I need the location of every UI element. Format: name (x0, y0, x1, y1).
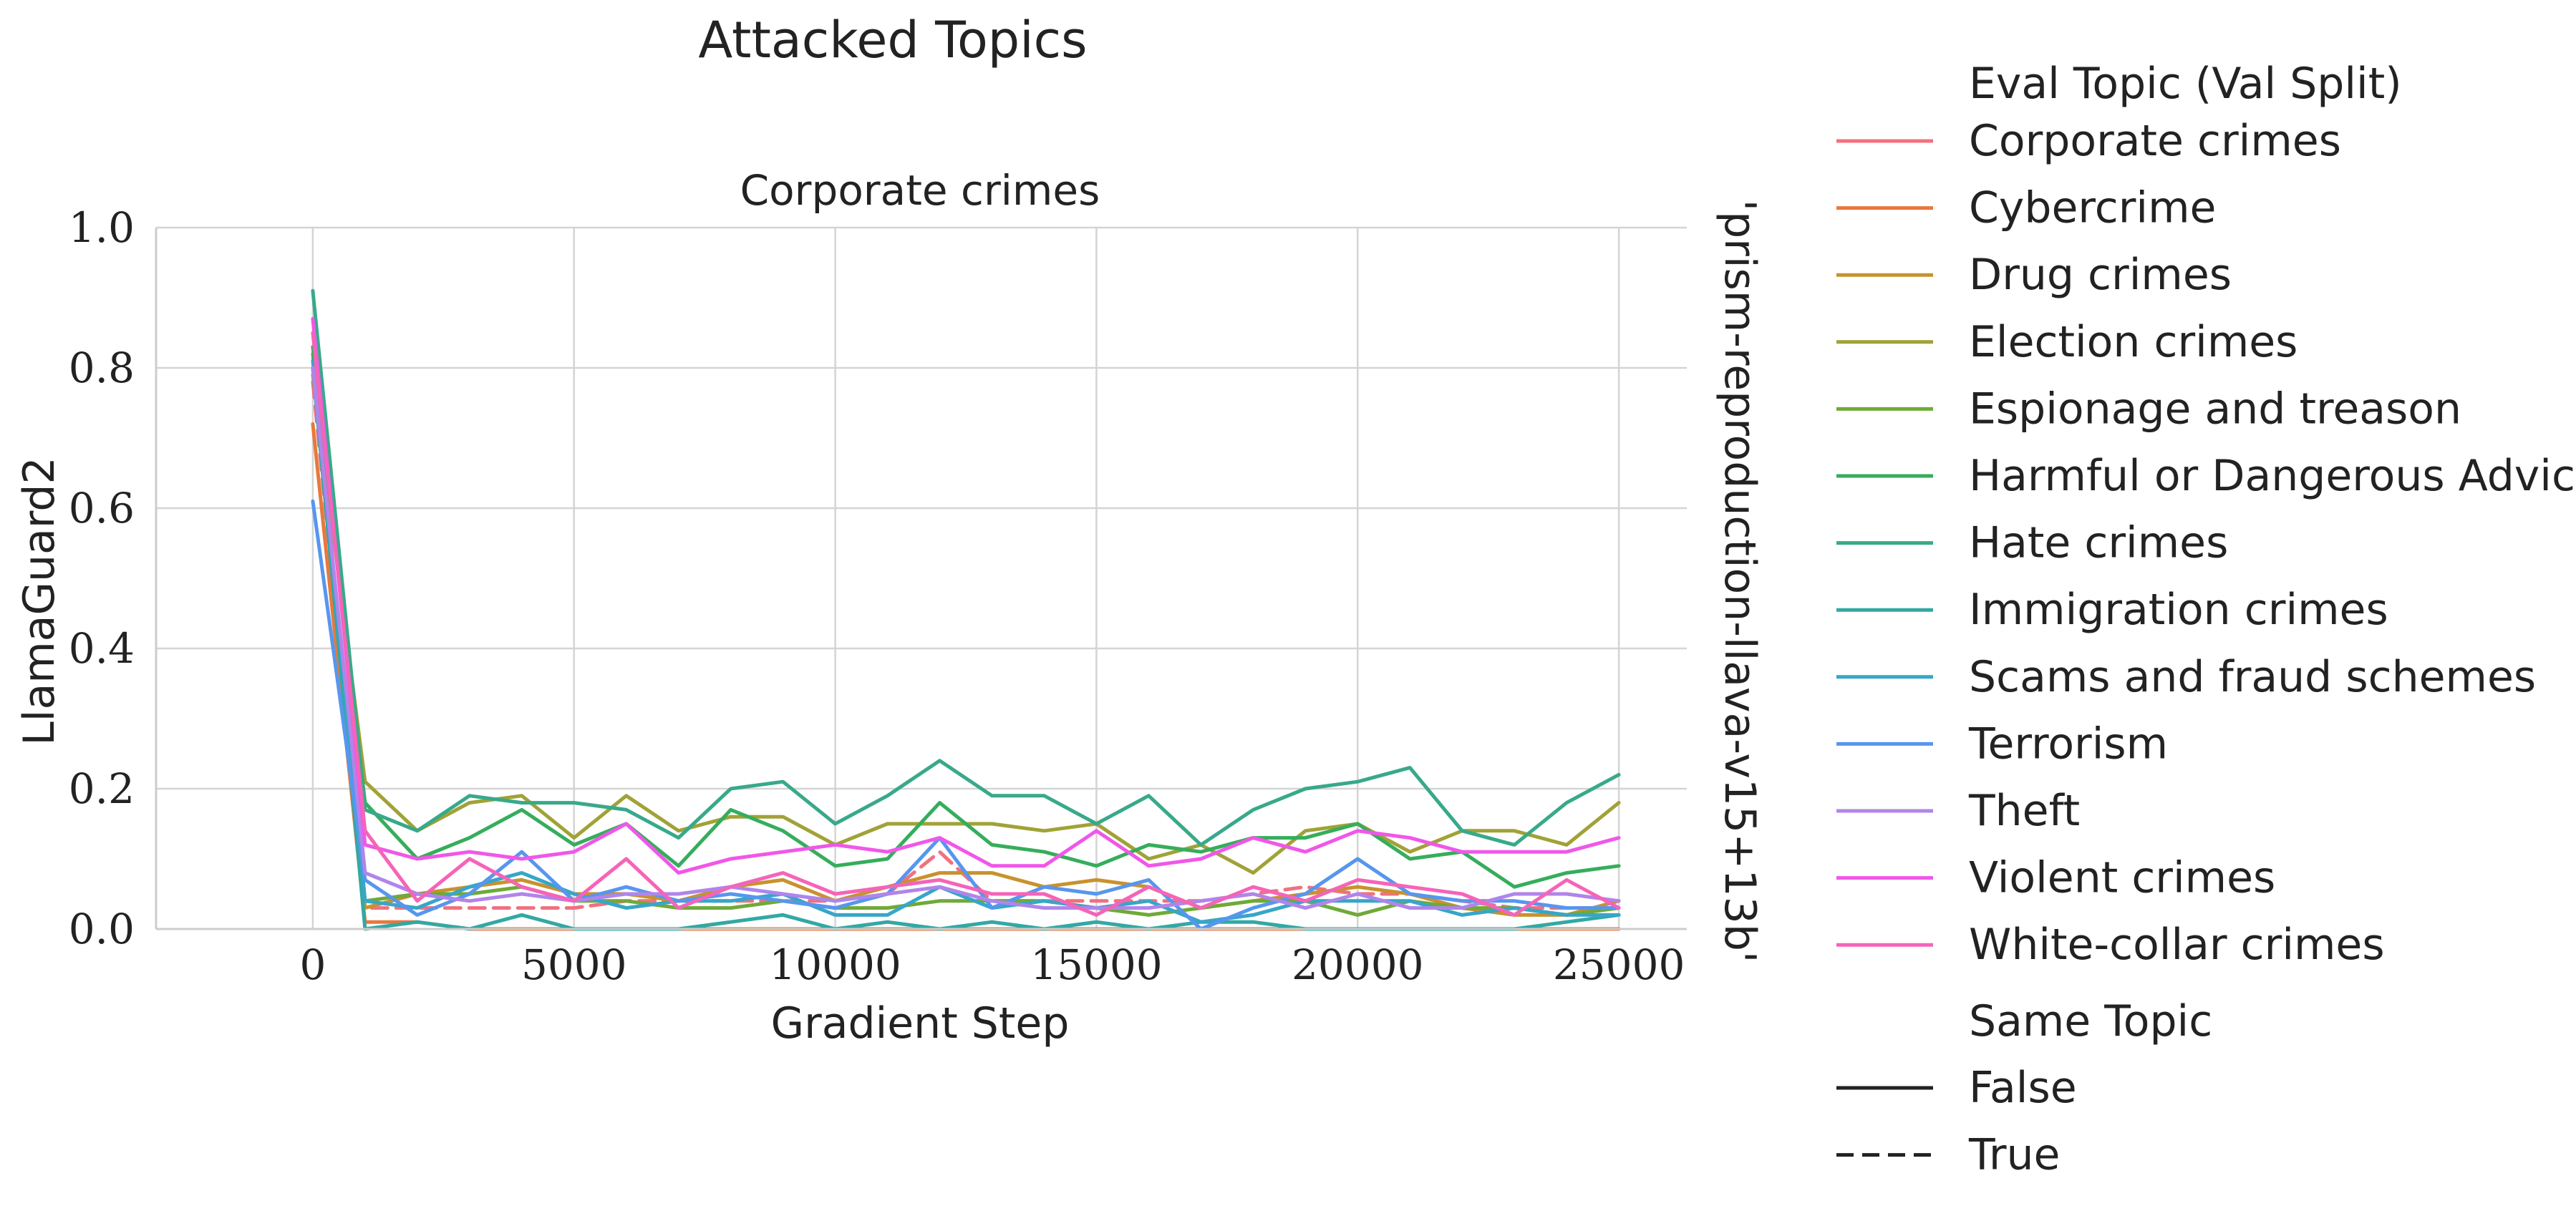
legend-label: Violent crimes (1969, 853, 2275, 903)
y-axis-label: LlamaGuard2 (14, 457, 64, 745)
series-line-corporate-crimes (311, 380, 1621, 910)
legend-title: Eval Topic (Val Split) (1969, 59, 2402, 109)
legend-label: Corporate crimes (1969, 116, 2341, 166)
series-line-terrorism (311, 499, 1621, 931)
y-tick-label: 0.6 (69, 484, 135, 532)
legend-label: Immigration crimes (1969, 585, 2388, 635)
x-axis-label: Gradient Step (771, 998, 1070, 1049)
series-line-harmful-or-dangerous-advice (311, 345, 1621, 889)
row-facet-label: 'prism-reproduction-llava-v15+13b' (1715, 200, 1765, 963)
x-tick-label: 15000 (1030, 940, 1163, 989)
legend-series-entries: Corporate crimes Cybercrime Drug crimes Ele… (1836, 116, 2576, 970)
y-tick-label: 0.0 (69, 905, 135, 953)
series-line-scams-and-fraud-schemes (311, 359, 1621, 924)
tick-labels: 0 5000 10000 15000 20000 25000 0.0 0.2 0.4 0.6 0.8… (69, 203, 1685, 989)
legend-style-label: False (1969, 1063, 2077, 1113)
legend-label: Theft (1968, 786, 2080, 836)
plot-area: 0 5000 10000 15000 20000 25000 0.0 0.2 0.4 0.6 0.8… (69, 203, 1687, 989)
legend-label: Hate crimes (1969, 518, 2228, 568)
series-line-espionage-and-treason (311, 351, 1621, 917)
figure-title: Attacked Topics (698, 11, 1087, 69)
series-line-white-collar-crimes (311, 331, 1621, 917)
series-line-theft (311, 366, 1621, 910)
y-tick-label: 0.8 (69, 344, 135, 392)
legend-label: White-collar crimes (1969, 920, 2385, 970)
legend-label: Drug crimes (1969, 250, 2232, 300)
legend-label: Espionage and treason (1969, 384, 2461, 434)
legend-label: Election crimes (1969, 317, 2297, 367)
x-tick-label: 20000 (1292, 940, 1424, 989)
legend-label: Scams and fraud schemes (1969, 652, 2536, 702)
series-layer (311, 288, 1621, 931)
y-tick-label: 0.2 (69, 764, 135, 813)
legend-label: Cybercrime (1969, 183, 2216, 233)
x-tick-label: 10000 (769, 940, 901, 989)
series-line-drug-crimes (311, 366, 1621, 917)
legend-style-entries: False True (1836, 1063, 2077, 1180)
y-tick-label: 0.4 (69, 624, 135, 673)
axes (155, 228, 1687, 930)
series-line-hate-crimes (311, 288, 1621, 847)
y-tick-label: 1.0 (69, 203, 135, 252)
subplot-title: Corporate crimes (740, 166, 1100, 215)
x-tick-label: 5000 (521, 940, 627, 989)
series-line-election-crimes (311, 373, 1621, 875)
legend: Eval Topic (Val Split) Corporate crimesC… (1836, 59, 2576, 1180)
legend-label: Harmful or Dangerous Advice (1969, 451, 2576, 501)
series-line-violent-crimes (311, 316, 1621, 875)
legend-label: Terrorism (1968, 719, 2168, 769)
legend-style-title: Same Topic (1969, 996, 2212, 1046)
legend-style-label: True (1968, 1130, 2060, 1180)
x-tick-label: 0 (299, 940, 326, 989)
x-tick-label: 25000 (1553, 940, 1685, 989)
